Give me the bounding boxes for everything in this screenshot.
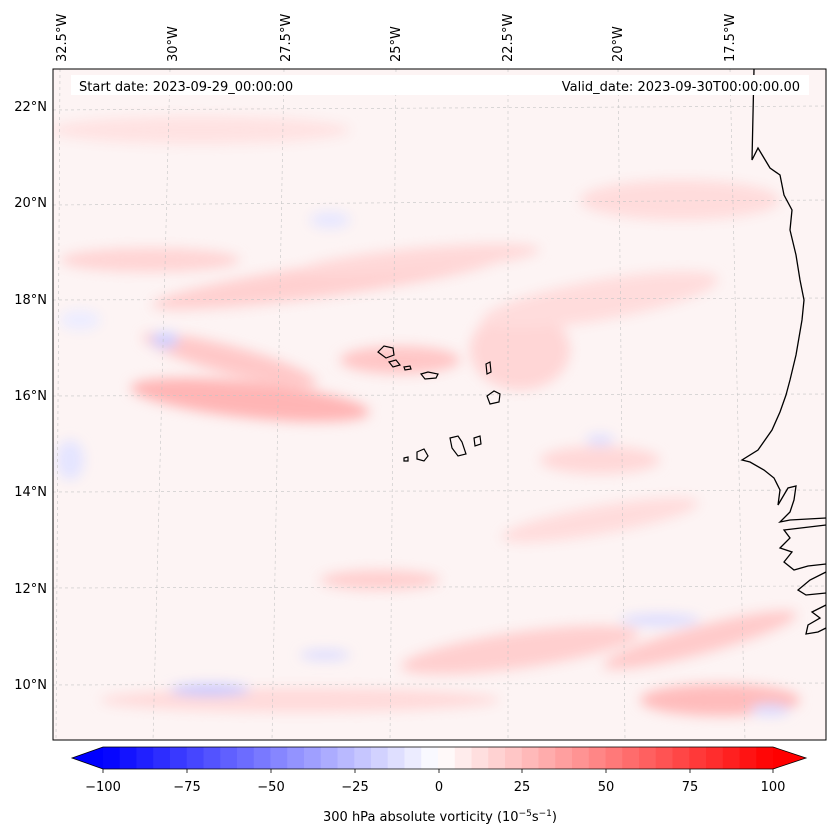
colorbar-cell bbox=[655, 747, 673, 769]
colorbar-cell bbox=[521, 747, 539, 769]
cbar-tick-label: −50 bbox=[257, 780, 284, 795]
colorbar-ticks bbox=[102, 769, 774, 773]
gridlines bbox=[52, 68, 827, 741]
lon-label-25w: 25°W bbox=[389, 26, 404, 62]
colorbar-cell bbox=[337, 747, 355, 769]
lat-label-18n: 18°N bbox=[14, 293, 47, 308]
colorbar-high-extension bbox=[773, 747, 806, 769]
lon-label-30w: 30°W bbox=[166, 26, 181, 62]
start-date-label: Start date: 2023-09-29_00:00:00 bbox=[79, 80, 293, 95]
colorbar-cell bbox=[689, 747, 707, 769]
colorbar-cell bbox=[622, 747, 640, 769]
colorbar-cell bbox=[538, 747, 556, 769]
cbar-tick-label: 0 bbox=[435, 780, 443, 795]
cbar-tick-label: 25 bbox=[514, 780, 531, 795]
lon-label-27-5w: 27.5°W bbox=[279, 14, 294, 62]
cbar-tick-label: 100 bbox=[761, 780, 786, 795]
lon-label-22-5w: 22.5°W bbox=[501, 14, 516, 62]
colorbar-cell bbox=[756, 747, 774, 769]
colorbar-cell bbox=[136, 747, 154, 769]
colorbar-tick-labels: −100 −75 −50 −25 0 25 50 75 100 bbox=[85, 780, 785, 795]
colorbar-cell bbox=[588, 747, 606, 769]
colorbar-cell bbox=[639, 747, 657, 769]
colorbar-cell bbox=[304, 747, 322, 769]
colorbar-cell bbox=[404, 747, 422, 769]
map-frame bbox=[52, 68, 827, 741]
colorbar-cell bbox=[153, 747, 171, 769]
colorbar-cell bbox=[119, 747, 137, 769]
colorbar-low-extension bbox=[72, 747, 103, 769]
lon-label-17-5w: 17.5°W bbox=[723, 14, 738, 62]
colorbar-cell bbox=[270, 747, 288, 769]
lat-label-12n: 12°N bbox=[14, 582, 47, 597]
colorbar-cell bbox=[706, 747, 724, 769]
cbar-tick-label: 50 bbox=[598, 780, 615, 795]
lat-label-22n: 22°N bbox=[14, 100, 47, 115]
colorbar-cell bbox=[572, 747, 590, 769]
lat-label-14n: 14°N bbox=[14, 485, 47, 500]
date-header-box bbox=[71, 75, 809, 95]
lat-label-16n: 16°N bbox=[14, 389, 47, 404]
colorbar: −100 −75 −50 −25 0 25 50 75 100 300 hPa … bbox=[70, 746, 808, 825]
colorbar-cell bbox=[739, 747, 757, 769]
colorbar-cell bbox=[287, 747, 305, 769]
date-header: Start date: 2023-09-29_00:00:00 Valid_da… bbox=[71, 75, 809, 95]
colorbar-cell bbox=[488, 747, 506, 769]
colorbar-cell bbox=[722, 747, 740, 769]
colorbar-cell bbox=[103, 747, 121, 769]
colorbar-cell bbox=[186, 747, 204, 769]
colorbar-title: 300 hPa absolute vorticity (10−5s−1) bbox=[323, 809, 557, 825]
colorbar-cell bbox=[220, 747, 238, 769]
colorbar-cell bbox=[203, 747, 221, 769]
colorbar-cells bbox=[103, 747, 774, 769]
cbar-tick-label: −25 bbox=[341, 780, 368, 795]
cbar-tick-label: −100 bbox=[85, 780, 121, 795]
colorbar-cell bbox=[253, 747, 271, 769]
cbar-tick-label: −75 bbox=[173, 780, 200, 795]
colorbar-cell bbox=[387, 747, 405, 769]
lon-label-32-5w: 32.5°W bbox=[55, 14, 70, 62]
colorbar-cell bbox=[505, 747, 523, 769]
cbar-tick-label: 75 bbox=[682, 780, 699, 795]
colorbar-cell bbox=[555, 747, 573, 769]
vorticity-field bbox=[53, 116, 800, 716]
colorbar-cell bbox=[672, 747, 690, 769]
cape-verde-islands bbox=[377, 345, 501, 462]
colorbar-cell bbox=[454, 747, 472, 769]
colorbar-cell bbox=[471, 747, 489, 769]
colorbar-cell bbox=[421, 747, 439, 769]
longitude-labels: 32.5°W 30°W 27.5°W 25°W 22.5°W 20°W 17.5… bbox=[55, 14, 738, 62]
colorbar-cell bbox=[605, 747, 623, 769]
colorbar-cell bbox=[371, 747, 389, 769]
colorbar-cell bbox=[170, 747, 188, 769]
colorbar-cell bbox=[237, 747, 255, 769]
lat-label-10n: 10°N bbox=[14, 678, 47, 693]
colorbar-cell bbox=[320, 747, 338, 769]
lat-label-20n: 20°N bbox=[14, 196, 47, 211]
map-panel bbox=[52, 68, 827, 741]
lon-label-20w: 20°W bbox=[611, 26, 626, 62]
africa-coastline bbox=[740, 68, 827, 635]
colorbar-cell bbox=[354, 747, 372, 769]
latitude-labels: 22°N 20°N 18°N 16°N 14°N 12°N 10°N bbox=[14, 100, 47, 693]
valid-date-label: Valid_date: 2023-09-30T00:00:00.00 bbox=[562, 80, 800, 95]
colorbar-cell bbox=[438, 747, 456, 769]
